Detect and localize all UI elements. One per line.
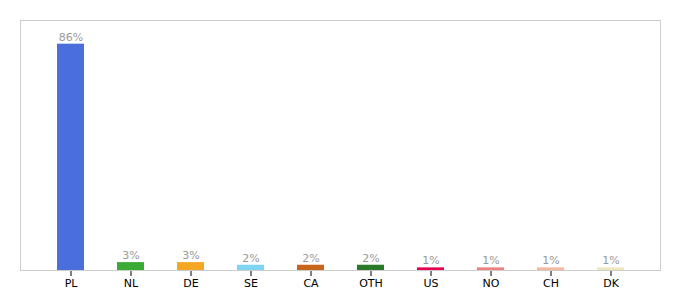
svg-text:1%: 1% (602, 254, 619, 267)
svg-text:NL: NL (124, 277, 139, 290)
svg-text:2%: 2% (362, 252, 379, 265)
svg-text:US: US (423, 277, 438, 290)
svg-text:SE: SE (244, 277, 258, 290)
svg-text:1%: 1% (422, 254, 439, 267)
svg-text:2%: 2% (242, 252, 259, 265)
svg-text:1%: 1% (482, 254, 499, 267)
svg-text:NO: NO (483, 277, 500, 290)
svg-text:1%: 1% (542, 254, 559, 267)
svg-text:DK: DK (603, 277, 619, 290)
svg-text:PL: PL (65, 277, 79, 290)
svg-text:OTH: OTH (359, 277, 383, 290)
svg-text:2%: 2% (302, 252, 319, 265)
svg-text:CA: CA (303, 277, 319, 290)
svg-text:CH: CH (543, 277, 559, 290)
svg-text:86%: 86% (59, 31, 83, 44)
svg-text:3%: 3% (122, 249, 139, 262)
svg-text:DE: DE (183, 277, 198, 290)
svg-text:3%: 3% (182, 249, 199, 262)
